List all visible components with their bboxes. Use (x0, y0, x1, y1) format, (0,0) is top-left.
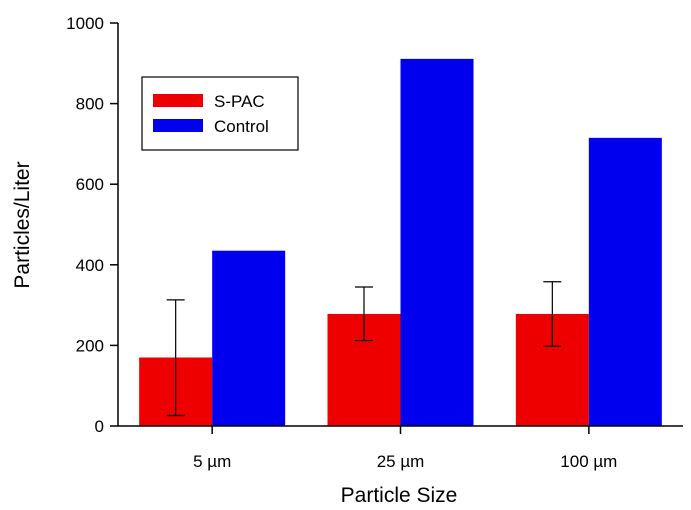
legend: S-PAC Control (141, 76, 299, 151)
y-tick-label-600: 600 (76, 175, 104, 194)
y-tick-label-200: 200 (76, 336, 104, 355)
bar-control-100-m (588, 137, 662, 427)
x-tick-label-5-m: 5 µm (193, 452, 231, 471)
bar-control-25-m (400, 58, 474, 426)
y-tick-label-800: 800 (76, 95, 104, 114)
y-tick-label-0: 0 (95, 417, 104, 436)
bars-layer (139, 58, 662, 427)
legend-label-control: Control (214, 117, 269, 136)
x-tick-label-100-m: 100 µm (560, 452, 617, 471)
error-bars-layer (166, 281, 562, 417)
y-ticks: 0 200 400 600 800 1000 (66, 14, 118, 436)
x-tick-label-25-m: 25 µm (377, 452, 425, 471)
legend-label-s-pac: S-PAC (214, 92, 265, 111)
x-axis-title: Particle Size (341, 484, 458, 507)
legend-frame (141, 76, 299, 151)
x-ticks: 5 µm 25 µm 100 µm (193, 426, 617, 471)
y-tick-label-400: 400 (76, 256, 104, 275)
legend-swatch-control (153, 119, 203, 132)
y-axis-title: Particles/Liter (11, 161, 34, 288)
bar-control-5-m (212, 250, 286, 426)
legend-swatch-s-pac (153, 94, 203, 107)
y-tick-label-1000: 1000 (66, 14, 104, 33)
